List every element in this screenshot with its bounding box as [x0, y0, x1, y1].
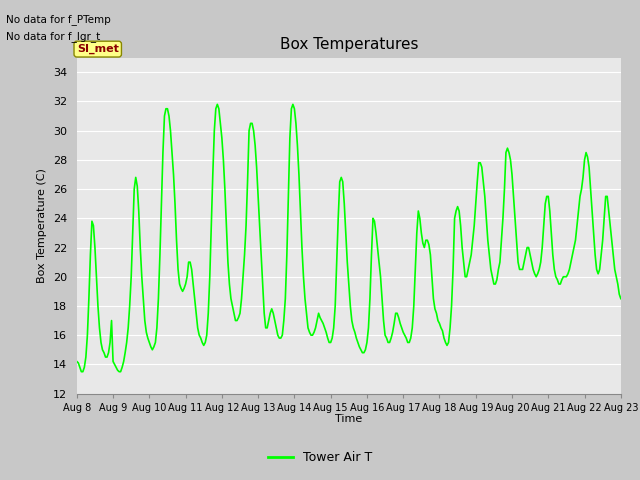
Text: No data for f_lgr_t: No data for f_lgr_t — [6, 31, 100, 42]
Text: No data for f_PTemp: No data for f_PTemp — [6, 14, 111, 25]
Title: Box Temperatures: Box Temperatures — [280, 37, 418, 52]
X-axis label: Time: Time — [335, 414, 362, 424]
Y-axis label: Box Temperature (C): Box Temperature (C) — [37, 168, 47, 283]
Text: SI_met: SI_met — [77, 44, 118, 54]
Legend: Tower Air T: Tower Air T — [263, 446, 377, 469]
